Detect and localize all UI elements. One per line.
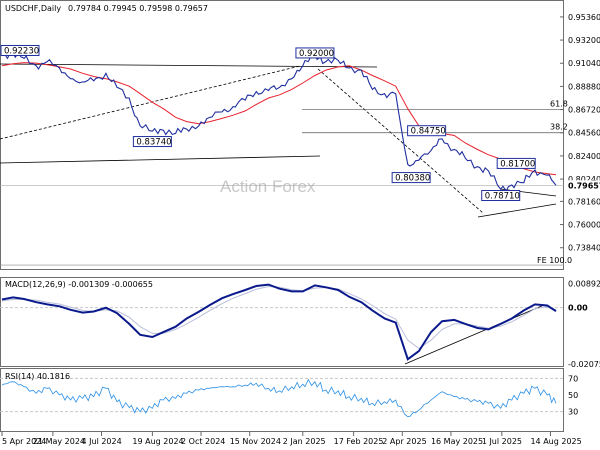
rsi-series: 70 50 30 (0, 374, 578, 418)
date-tick-label: 1 Jul 2025 (482, 437, 522, 446)
level-box (496, 157, 536, 169)
support-line (477, 203, 557, 218)
level-label: 0.84750 (411, 127, 446, 137)
channel-top-line (0, 63, 378, 68)
price-axis: 0.95360 0.93200 0.91040 0.88880 0.86720 0.845… (0, 13, 600, 253)
level-annotations: 0.92230 0.92000 0.83740 0.84750 0.81700 0.803… (0, 44, 536, 201)
price-panel-frame (0, 0, 564, 270)
fib-label: 38.2 (550, 123, 568, 132)
date-tick-label: 14 Aug 2025 (530, 437, 581, 446)
date-tick-label: 2 Apr 2025 (382, 437, 426, 446)
level-box (391, 172, 431, 184)
date-tick-label: 2 Oct 2024 (181, 437, 225, 446)
macd-divergence-line (404, 304, 545, 365)
price-tick-label: 0.76000 (568, 221, 600, 230)
date-tick-label: 2 Jan 2025 (283, 437, 326, 446)
rsi-tick-label: 50 (568, 391, 578, 400)
price-tick-label: 0.91040 (568, 59, 600, 68)
price-tick-label: 0.88880 (568, 82, 600, 91)
price-tick-label: 0.78160 (568, 197, 600, 206)
level-label: 0.80380 (395, 174, 430, 184)
macd-series: 0.008923 0.00 -0.020759 (0, 279, 600, 369)
price-tick-label: 0.95360 (568, 13, 600, 22)
macd-label: MACD(12,26,9) -0.001309 -0.000655 (5, 280, 153, 289)
price-tick-label: 0.93200 (568, 36, 600, 45)
level-label: 0.81700 (500, 159, 535, 169)
sma-line (1, 62, 557, 176)
level-box (0, 44, 40, 56)
channel-bottom-line (0, 155, 321, 164)
falling-dashed-line (317, 68, 484, 214)
macd-tick-label: -0.020759 (568, 360, 600, 369)
price-tick-label: 0.86720 (568, 106, 600, 115)
date-tick-label: 16 May 2025 (431, 437, 483, 446)
price-line (1, 51, 557, 192)
date-tick-label: 15 Nov 2024 (230, 437, 281, 446)
macd-signal-line (1, 285, 557, 350)
date-tick-label: 4 Jul 2024 (82, 437, 122, 446)
fib-label: 61.8 (550, 100, 568, 109)
ohlc-readout: 0.79784 0.79945 0.79598 0.79657 (68, 4, 208, 13)
macd-tick-label: 0.008923 (568, 279, 600, 288)
macd-line (1, 283, 557, 361)
rsi-tick-label: 30 (568, 408, 578, 417)
date-tick-label: 17 Feb 2025 (334, 437, 384, 446)
macd-tick-label: 0.00 (568, 304, 588, 313)
watermark: Action Forex (220, 177, 316, 196)
rsi-tick-label: 70 (568, 374, 578, 383)
level-label: 0.92230 (4, 46, 39, 56)
macd-panel-frame (0, 277, 564, 367)
price-tick-label: 0.73840 (568, 244, 600, 253)
rising-dashed-line (0, 65, 301, 140)
fib-label: FE 100.0 (537, 256, 572, 265)
date-tick-label: 19 Aug 2024 (132, 437, 183, 446)
current-price-box (566, 180, 600, 191)
level-box (407, 125, 447, 137)
level-box (295, 47, 335, 59)
rsi-line (1, 378, 557, 418)
current-price-label: 0.79657 (568, 181, 600, 190)
level-label: 0.78710 (485, 191, 520, 201)
date-tick-label: 21 May 2024 (33, 437, 85, 446)
rsi-label: RSI(14) 40.1816 (5, 372, 70, 381)
level-label: 0.92000 (299, 49, 334, 59)
level-box (132, 136, 172, 148)
date-tick-label: 5 Apr 2024 (2, 437, 46, 446)
price-tick-label: 0.80240 (568, 175, 600, 184)
trendlines (0, 63, 557, 365)
price-tick-label: 0.82400 (568, 152, 600, 161)
price-series (1, 51, 557, 192)
rsi-panel-frame (0, 368, 564, 432)
price-tick-label: 0.84560 (568, 129, 600, 138)
level-label: 0.83740 (136, 138, 171, 148)
symbol-label: USDCHF,Daily (5, 4, 61, 13)
level-box (481, 189, 521, 201)
header: USDCHF,Daily 0.79784 0.79945 0.79598 0.7… (5, 4, 208, 13)
